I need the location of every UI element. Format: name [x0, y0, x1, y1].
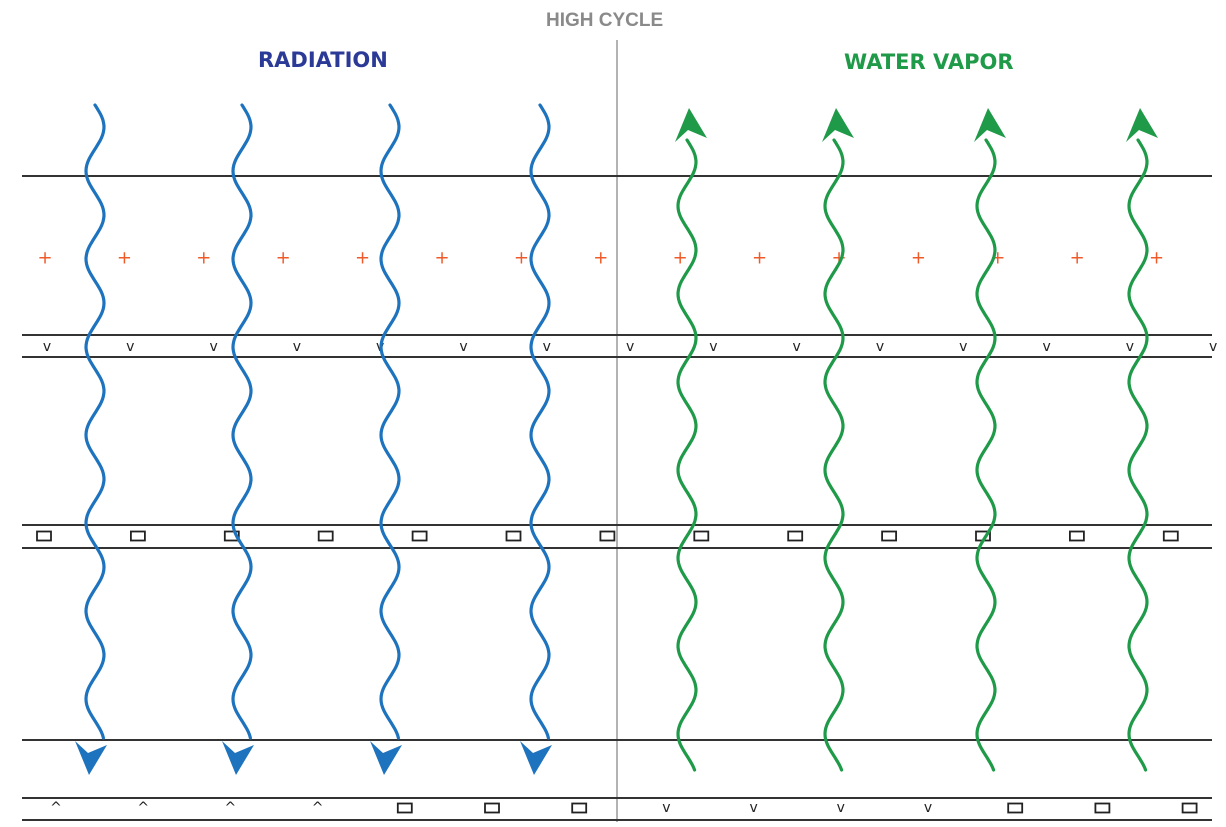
row-1-5-plus-symbol: +	[355, 248, 370, 269]
radiation-arrowhead-4	[520, 741, 552, 775]
row-2-14-v-symbol: v	[1126, 339, 1134, 355]
row-3-7-square-symbol	[599, 530, 616, 542]
row-1-14-plus-symbol: +	[1070, 248, 1085, 269]
row-4-4-caret-symbol: ^	[312, 800, 324, 816]
water-vapor-arrow-3	[975, 138, 997, 772]
row-4-6-square-symbol	[484, 802, 500, 814]
radiation-arrowhead-2	[222, 741, 254, 775]
row-2-10-v-symbol: v	[793, 339, 801, 355]
layer-lines	[22, 40, 1212, 822]
row-3-1-square-symbol	[36, 530, 52, 542]
row-1-10-plus-symbol: +	[752, 248, 767, 269]
row-4-14-square-symbol	[1181, 802, 1198, 814]
diagram-title: HIGH CYCLE	[546, 10, 664, 31]
radiation-heading: RADIATION	[258, 48, 388, 72]
radiation-arrow-1	[84, 103, 106, 740]
row-1-15-plus-symbol: +	[1149, 248, 1164, 269]
row-1-3-plus-symbol: +	[196, 248, 211, 269]
row-2-8-v-symbol: v	[626, 339, 634, 355]
water-vapor-heading: WATER VAPOR	[844, 50, 1014, 74]
row-2-6-v-symbol: v	[459, 339, 467, 355]
row-3-12-square-symbol	[1069, 530, 1085, 542]
radiation-arrow-4	[529, 103, 551, 740]
row-1-9-plus-symbol: +	[673, 248, 688, 269]
water-vapor-arrow-4	[1127, 138, 1149, 772]
row-1-4-plus-symbol: +	[276, 248, 291, 269]
row-4-1-caret-symbol: ^	[50, 800, 62, 816]
row-2-4-v-symbol: v	[293, 339, 301, 355]
row-2-2-v-symbol: v	[126, 339, 134, 355]
row-3-6-square-symbol	[505, 530, 522, 542]
radiation-arrow-3	[379, 103, 401, 740]
row-1-1-plus-symbol: +	[37, 248, 52, 269]
row-2-3-v-symbol: v	[209, 339, 217, 355]
row-4-8-v-symbol: v	[662, 800, 670, 816]
row-3-2-square-symbol	[129, 530, 146, 542]
radiation-arrowhead-3	[370, 741, 402, 775]
radiation-arrow-2	[231, 103, 253, 740]
row-1-12-plus-symbol: +	[911, 248, 926, 269]
row-4-11-v-symbol: v	[924, 800, 932, 816]
row-2-11-v-symbol: v	[876, 339, 884, 355]
water-vapor-arrowhead-3	[974, 108, 1006, 142]
row-2-1-v-symbol: v	[43, 339, 51, 355]
layer-arrows	[75, 103, 1158, 775]
row-1-8-plus-symbol: +	[593, 248, 608, 269]
water-vapor-arrowhead-2	[822, 108, 854, 142]
water-vapor-arrow-1	[676, 138, 698, 772]
row-2-9-v-symbol: v	[709, 339, 717, 355]
row-2-12-v-symbol: v	[959, 339, 967, 355]
water-vapor-arrowhead-1	[675, 108, 707, 142]
radiation-arrowhead-1	[75, 741, 107, 775]
water-vapor-arrow-2	[823, 138, 845, 772]
row-1-7-plus-symbol: +	[514, 248, 529, 269]
row-3-5-square-symbol	[411, 530, 428, 542]
row-3-9-square-symbol	[787, 530, 804, 542]
row-2-7-v-symbol: v	[543, 339, 551, 355]
row-1-6-plus-symbol: +	[434, 248, 449, 269]
row-4-5-square-symbol	[396, 802, 413, 814]
row-3-13-square-symbol	[1162, 530, 1179, 542]
row-4-13-square-symbol	[1094, 802, 1111, 814]
row-4-2-caret-symbol: ^	[137, 800, 149, 816]
row-3-10-square-symbol	[881, 530, 897, 542]
row-4-9-v-symbol: v	[749, 800, 757, 816]
row-4-3-caret-symbol: ^	[225, 800, 237, 816]
row-4-12-square-symbol	[1007, 802, 1024, 814]
water-vapor-arrowhead-4	[1126, 108, 1158, 142]
row-1-2-plus-symbol: +	[117, 248, 132, 269]
row-4-7-square-symbol	[571, 802, 588, 814]
row-3-4-square-symbol	[317, 530, 334, 542]
row-3-3-square-symbol	[223, 530, 240, 542]
row-4-10-v-symbol: v	[837, 800, 845, 816]
row-2-13-v-symbol: v	[1042, 339, 1050, 355]
row-3-8-square-symbol	[693, 530, 710, 542]
row-2-15-v-symbol: v	[1209, 339, 1217, 355]
